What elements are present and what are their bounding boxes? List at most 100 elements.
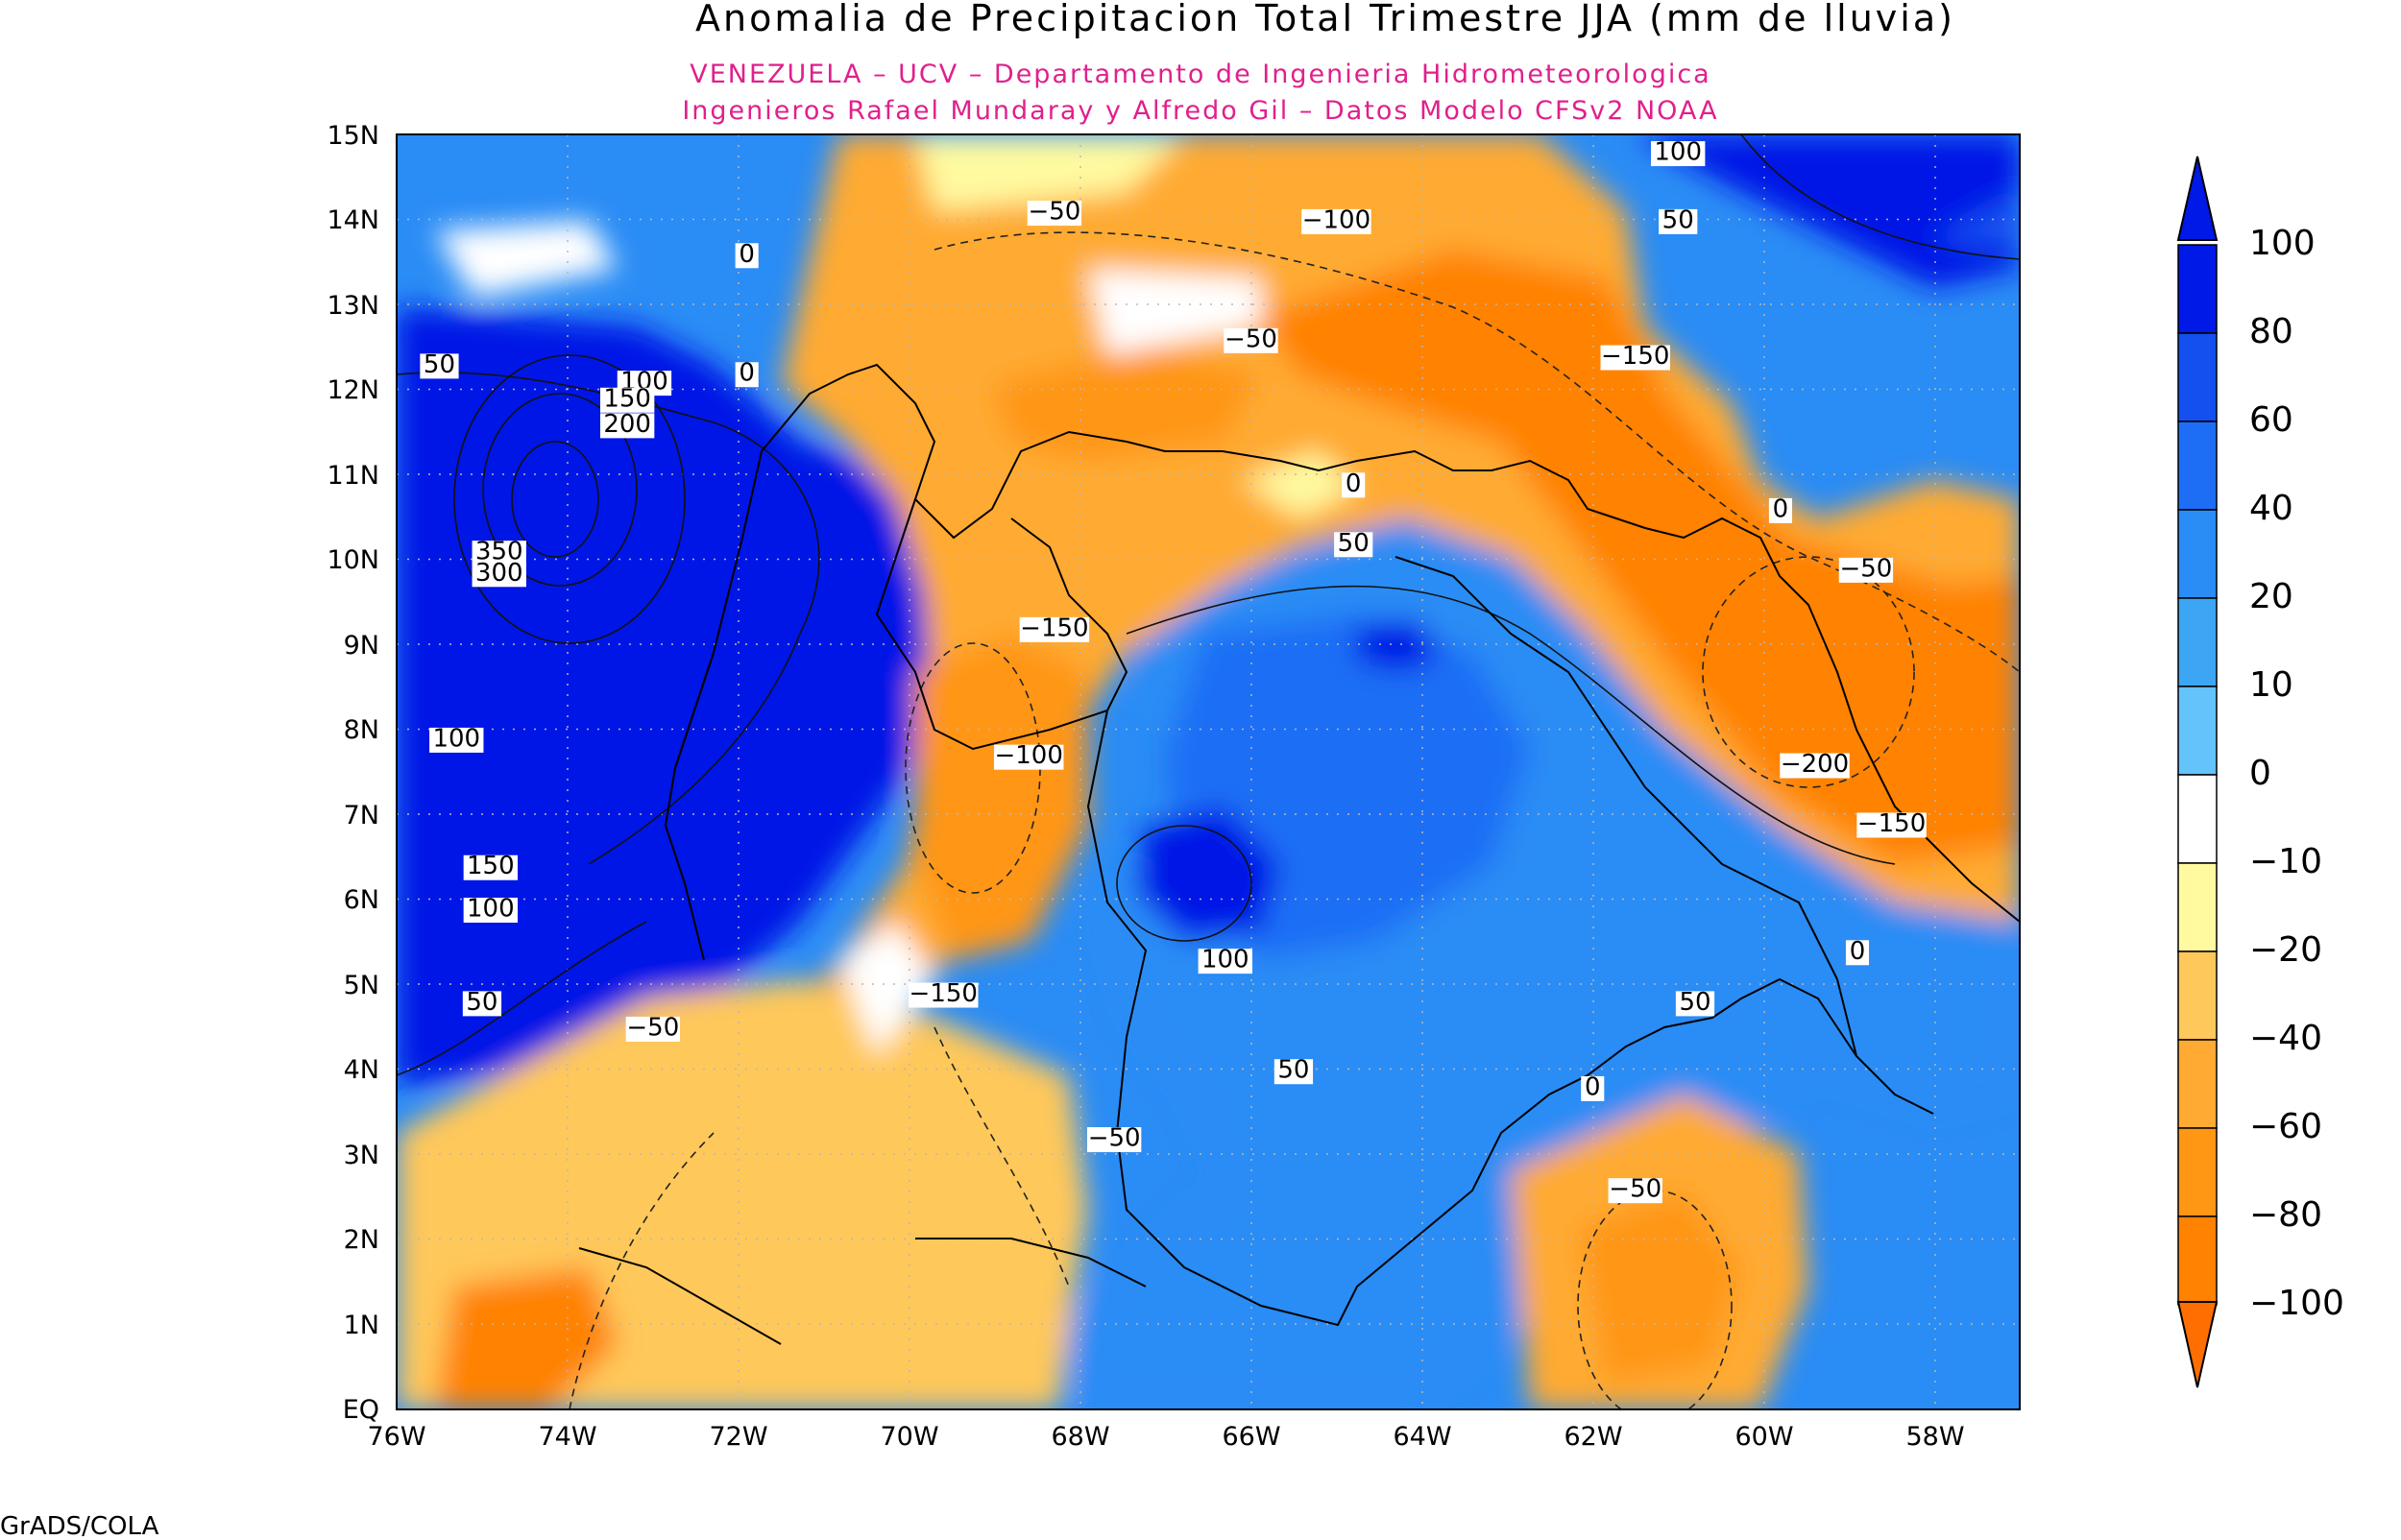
- contour-label-bg: [1019, 616, 1090, 642]
- colorbar-label: 40: [2249, 489, 2293, 528]
- contour-label-bg: [1651, 141, 1706, 167]
- lon-tick: 68W: [1051, 1422, 1109, 1452]
- contour-label: 0: [1773, 494, 1789, 523]
- contour-label: 100: [432, 724, 480, 753]
- colorbar-box: [2177, 1215, 2218, 1306]
- contour-label: 200: [603, 410, 651, 439]
- contour-label: 300: [475, 559, 523, 588]
- lon-tick: 66W: [1222, 1422, 1280, 1452]
- colorbar-box: [2177, 862, 2218, 952]
- lat-tick: 11N: [327, 461, 379, 491]
- contour-label: −100: [994, 741, 1062, 770]
- contour-label-bg: [1342, 472, 1366, 498]
- colorbar-label: 10: [2249, 665, 2293, 705]
- lat-tick: 2N: [344, 1225, 379, 1255]
- contour-label: −50: [1028, 198, 1080, 227]
- lon-tick: 76W: [367, 1422, 425, 1452]
- contour-label: 100: [1654, 138, 1702, 167]
- colorbar-label: −20: [2249, 930, 2322, 970]
- contour-label: 150: [603, 384, 651, 413]
- colorbar: 100 80 60 40 20 10 0 −10 −20 −40 −60 −80…: [2176, 156, 2344, 1388]
- contour-label: 100: [1201, 946, 1249, 975]
- contour-label: −100: [1302, 205, 1370, 234]
- contour-label: 350: [475, 538, 523, 566]
- contour-label-bg: [463, 898, 519, 924]
- lat-tick: 8N: [344, 715, 379, 745]
- contour-label: −150: [1601, 342, 1669, 371]
- colorbar-label: 0: [2249, 754, 2271, 793]
- lat-tick: 7N: [344, 801, 379, 830]
- colorbar-label: 60: [2249, 400, 2293, 440]
- colorbar-box: [2177, 1039, 2218, 1129]
- colorbar-box: [2177, 774, 2218, 864]
- lat-tick: 9N: [344, 631, 379, 661]
- lat-tick: 14N: [327, 205, 379, 235]
- colorbar-boxes: [2177, 244, 2218, 1306]
- contour-label: 150: [467, 852, 515, 880]
- lon-tick: 64W: [1393, 1422, 1451, 1452]
- lat-tick: 12N: [327, 375, 379, 405]
- colorbar-labels: 100 80 60 40 20 10 0 −10 −20 −40 −60 −80…: [2249, 224, 2344, 1323]
- contour-label: 0: [739, 240, 755, 269]
- colorbar-label: 20: [2249, 577, 2293, 616]
- colorbar-box: [2177, 421, 2218, 511]
- contour-label-bg: [1675, 991, 1715, 1017]
- contour-label-bg: [735, 243, 759, 269]
- contour-label-bg: [1224, 327, 1278, 353]
- lat-tick: 13N: [327, 291, 379, 321]
- lat-tick: 6N: [344, 885, 379, 915]
- contour-label: −200: [1781, 750, 1849, 779]
- contour-label-bg: [1301, 208, 1371, 234]
- contour-label-bg: [909, 982, 979, 1008]
- contour-label-bg: [599, 387, 655, 413]
- contour-label: −50: [1839, 554, 1892, 583]
- contour-label: 50: [1679, 988, 1710, 1017]
- contour-label: 0: [1346, 469, 1362, 498]
- colorbar-label: −60: [2249, 1107, 2322, 1146]
- contour-label: 0: [1585, 1072, 1601, 1101]
- contour-label-bg: [599, 413, 655, 439]
- contour-label-bg: [1856, 812, 1927, 838]
- colorbar-top-arrow: [2176, 156, 2219, 241]
- contour-label-bg: [993, 744, 1064, 770]
- coastlines-borders: [578, 363, 2020, 1345]
- lat-tick: 10N: [327, 545, 379, 575]
- colorbar-box: [2177, 597, 2218, 687]
- map-title: Anomalia de Precipitacion Total Trimestr…: [695, 0, 1955, 39]
- contour-label: −50: [1088, 1124, 1141, 1153]
- contour-lines: [397, 134, 2020, 1076]
- colorbar-box: [2177, 686, 2218, 776]
- colorbar-box: [2177, 950, 2218, 1041]
- contour-label-bg: [1608, 1178, 1662, 1204]
- lon-tick: 72W: [709, 1422, 767, 1452]
- contour-label: 50: [1277, 1056, 1309, 1085]
- grads-credit: GrADS/COLA: [0, 1512, 159, 1536]
- contour-label-bg: [472, 562, 526, 588]
- lat-lon-grid: [397, 134, 2020, 1409]
- lon-tick: 74W: [538, 1422, 596, 1452]
- contour-label-bg: [420, 353, 459, 379]
- colorbar-box: [2177, 332, 2218, 422]
- contour-label-bg: [1027, 201, 1082, 227]
- lat-tick: EQ: [343, 1395, 379, 1425]
- contour-label-bg: [1845, 940, 1870, 966]
- contour-label: 50: [424, 350, 455, 379]
- contour-label-bg: [1273, 1059, 1314, 1085]
- lat-tick: 4N: [344, 1055, 379, 1085]
- contour-label-bg: [1780, 753, 1850, 779]
- colorbar-box: [2177, 509, 2218, 599]
- contour-label-bg: [1198, 949, 1252, 975]
- lat-tick: 1N: [344, 1311, 379, 1340]
- lon-axis: 76W 74W 72W 70W 68W 66W 64W 62W 60W 58W: [367, 1422, 1964, 1452]
- lon-tick: 60W: [1734, 1422, 1793, 1452]
- contour-label-bg: [735, 362, 759, 388]
- colorbar-box: [2177, 244, 2218, 334]
- contour-label-bg: [1768, 497, 1793, 523]
- lon-tick: 58W: [1905, 1422, 1964, 1452]
- contour-label: 50: [466, 988, 497, 1017]
- lat-tick: 3N: [344, 1141, 379, 1170]
- contour-label-bg: [1838, 557, 1894, 583]
- contour-label-bg: [625, 1016, 681, 1042]
- map-frame: [396, 133, 2021, 1410]
- contour-label-bg: [1659, 208, 1698, 234]
